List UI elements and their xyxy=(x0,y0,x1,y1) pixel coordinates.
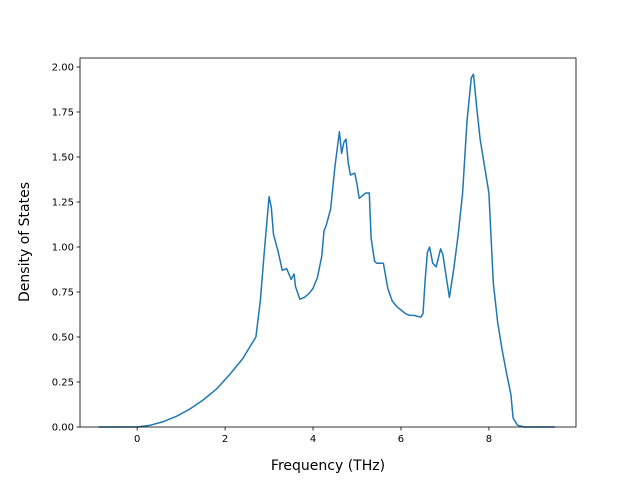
y-tick-label: 2.00 xyxy=(52,63,74,74)
x-tick-label: 8 xyxy=(486,434,492,445)
x-tick-label: 0 xyxy=(134,434,140,445)
x-axis-label: Frequency (THz) xyxy=(271,458,385,474)
dos-series-line xyxy=(98,73,555,428)
y-axis-ticks: 0.00 0.25 0.50 0.75 1.00 1.25 1.50 1.75 2.00 xyxy=(52,63,80,434)
y-tick-label: 1.75 xyxy=(52,108,74,119)
x-tick-label: 4 xyxy=(310,434,316,445)
y-tick-label: 1.50 xyxy=(52,153,74,164)
y-tick-label: 0.75 xyxy=(52,288,74,299)
y-tick-label: 1.25 xyxy=(52,198,74,209)
x-axis-ticks: 0 2 4 6 8 xyxy=(134,427,492,445)
y-tick-label: 0.25 xyxy=(52,378,74,389)
y-tick-label: 1.00 xyxy=(52,243,74,254)
y-tick-label: 0.00 xyxy=(52,423,74,434)
y-tick-label: 0.50 xyxy=(52,333,74,344)
axes-frame xyxy=(79,57,577,428)
x-tick-label: 6 xyxy=(398,434,404,445)
plot-area xyxy=(98,73,555,428)
y-axis-label: Density of States xyxy=(17,182,33,302)
x-tick-label: 2 xyxy=(222,434,228,445)
